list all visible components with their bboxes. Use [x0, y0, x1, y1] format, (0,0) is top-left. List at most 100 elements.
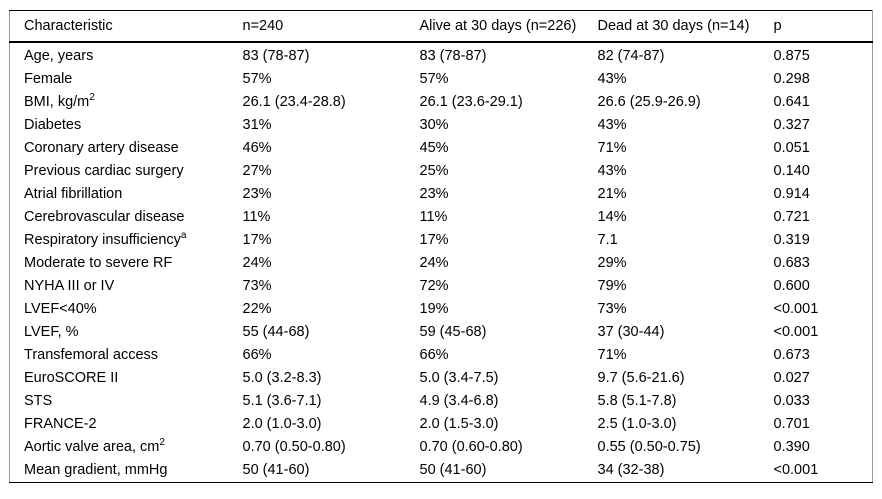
row-label-text: Aortic valve area, cm: [24, 439, 160, 455]
cell-p: 0.033: [773, 393, 810, 409]
row-label-text: Age, years: [24, 48, 94, 64]
row-label: LVEF<40%: [10, 298, 243, 321]
cell-overall: 11%: [242, 209, 271, 225]
cell-overall: 26.1 (23.4-28.8): [242, 94, 346, 110]
cell-overall: 46%: [242, 140, 272, 156]
row-label-superscript: 2: [89, 92, 95, 104]
cell-p: 0.390: [773, 439, 810, 455]
col-header-p-value: p: [773, 10, 873, 43]
table-row: LVEF, % 55 (44-68) 59 (45-68) 37 (30-44)…: [10, 321, 873, 344]
cell-alive: 2.0 (1.5-3.0): [419, 416, 499, 432]
row-label: EuroSCORE II: [10, 367, 243, 390]
cell-overall: 73%: [242, 278, 272, 294]
row-label-text: BMI, kg/m: [24, 94, 90, 110]
col-header-overall-n: n=240: [242, 10, 420, 43]
table-row: EuroSCORE II 5.0 (3.2-8.3) 5.0 (3.4-7.5)…: [10, 367, 873, 390]
cell-overall: 50 (41-60): [242, 462, 310, 478]
baseline-characteristics-table: Characteristic n=240 Alive at 30 days (n…: [9, 10, 873, 483]
cell-overall: 17%: [242, 232, 272, 248]
cell-p: 0.721: [773, 209, 810, 225]
row-label: Cerebrovascular disease: [10, 206, 243, 229]
cell-p: 0.027: [773, 370, 810, 386]
table-row: Female 57% 57% 43% 0.298: [10, 68, 873, 91]
row-label-superscript: a: [180, 230, 187, 242]
row-label: Age, years: [10, 42, 243, 68]
row-label: Moderate to severe RF: [10, 252, 243, 275]
cell-dead: 82 (74-87): [597, 48, 665, 64]
row-label-text: Female: [24, 71, 73, 87]
table-row: Transfemoral access 66% 66% 71% 0.673: [10, 344, 873, 367]
cell-p: 0.673: [773, 347, 810, 363]
table-row: NYHA III or IV 73% 72% 79% 0.600: [10, 275, 873, 298]
cell-p: 0.319: [773, 232, 810, 248]
cell-alive: 30%: [419, 117, 449, 133]
row-label-text: LVEF, %: [24, 324, 79, 340]
cell-p: <0.001: [773, 324, 819, 340]
cell-alive: 23%: [419, 186, 449, 202]
cell-overall: 57%: [242, 71, 272, 87]
table-row: Atrial fibrillation 23% 23% 21% 0.914: [10, 183, 873, 206]
cell-overall: 27%: [242, 163, 272, 179]
row-label: Atrial fibrillation: [10, 183, 243, 206]
row-label-text: FRANCE-2: [24, 416, 97, 432]
cell-dead: 14%: [597, 209, 627, 225]
cell-alive: 72%: [419, 278, 449, 294]
row-label: Previous cardiac surgery: [10, 160, 243, 183]
cell-p: <0.001: [773, 301, 819, 317]
row-label: BMI, kg/m2: [10, 91, 243, 114]
cell-overall: 5.1 (3.6-7.1): [242, 393, 322, 409]
cell-dead: 5.8 (5.1-7.8): [597, 393, 677, 409]
cell-dead: 26.6 (25.9-26.9): [597, 94, 701, 110]
table-row: Age, years 83 (78-87) 83 (78-87) 82 (74-…: [10, 42, 873, 68]
row-label: Mean gradient, mmHg: [10, 459, 243, 483]
table-row: Moderate to severe RF 24% 24% 29% 0.683: [10, 252, 873, 275]
row-label: FRANCE-2: [10, 413, 243, 436]
cell-dead: 9.7 (5.6-21.6): [597, 370, 685, 386]
cell-overall: 31%: [242, 117, 272, 133]
table-row: LVEF<40% 22% 19% 73% <0.001: [10, 298, 873, 321]
row-label: Aortic valve area, cm2: [10, 436, 243, 459]
cell-dead: 43%: [597, 71, 627, 87]
cell-overall: 55 (44-68): [242, 324, 310, 340]
row-label-text: Moderate to severe RF: [24, 255, 173, 271]
cell-alive: 83 (78-87): [419, 48, 487, 64]
table-row: Cerebrovascular disease 11% 11% 14% 0.72…: [10, 206, 873, 229]
cell-overall: 23%: [242, 186, 272, 202]
cell-dead: 79%: [597, 278, 627, 294]
cell-alive: 45%: [419, 140, 449, 156]
cell-p: 0.600: [773, 278, 810, 294]
row-label-text: Diabetes: [24, 117, 82, 133]
table-row: Respiratory insufficiencya 17% 17% 7.1 0…: [10, 229, 873, 252]
cell-alive: 0.70 (0.60-0.80): [419, 439, 523, 455]
row-label: STS: [10, 390, 243, 413]
cell-dead: 43%: [597, 117, 627, 133]
cell-p: 0.683: [773, 255, 810, 271]
table-row: BMI, kg/m2 26.1 (23.4-28.8) 26.1 (23.6-2…: [10, 91, 873, 114]
cell-alive: 19%: [419, 301, 449, 317]
table-row: FRANCE-2 2.0 (1.0-3.0) 2.0 (1.5-3.0) 2.5…: [10, 413, 873, 436]
cell-overall: 0.70 (0.50-0.80): [242, 439, 346, 455]
row-label: Diabetes: [10, 114, 243, 137]
cell-alive: 11%: [419, 209, 448, 225]
cell-alive: 17%: [419, 232, 449, 248]
row-label-text: Respiratory insufficiency: [24, 232, 181, 248]
table-row: Aortic valve area, cm2 0.70 (0.50-0.80) …: [10, 436, 873, 459]
table-row: Coronary artery disease 46% 45% 71% 0.05…: [10, 137, 873, 160]
cell-p: 0.914: [773, 186, 810, 202]
row-label: LVEF, %: [10, 321, 243, 344]
cell-dead: 43%: [597, 163, 627, 179]
row-label-text: Previous cardiac surgery: [24, 163, 184, 179]
cell-p: 0.701: [773, 416, 810, 432]
row-label-text: LVEF<40%: [24, 301, 97, 317]
col-header-characteristic: Characteristic: [9, 10, 243, 43]
cell-p: 0.875: [773, 48, 810, 64]
cell-dead: 37 (30-44): [597, 324, 665, 340]
row-label: Female: [10, 68, 243, 91]
cell-p: 0.298: [773, 71, 810, 87]
cell-alive: 5.0 (3.4-7.5): [419, 370, 499, 386]
row-label: Coronary artery disease: [10, 137, 243, 160]
row-label-text: STS: [24, 393, 53, 409]
cell-dead: 71%: [597, 140, 627, 156]
table-row: Previous cardiac surgery 27% 25% 43% 0.1…: [10, 160, 873, 183]
